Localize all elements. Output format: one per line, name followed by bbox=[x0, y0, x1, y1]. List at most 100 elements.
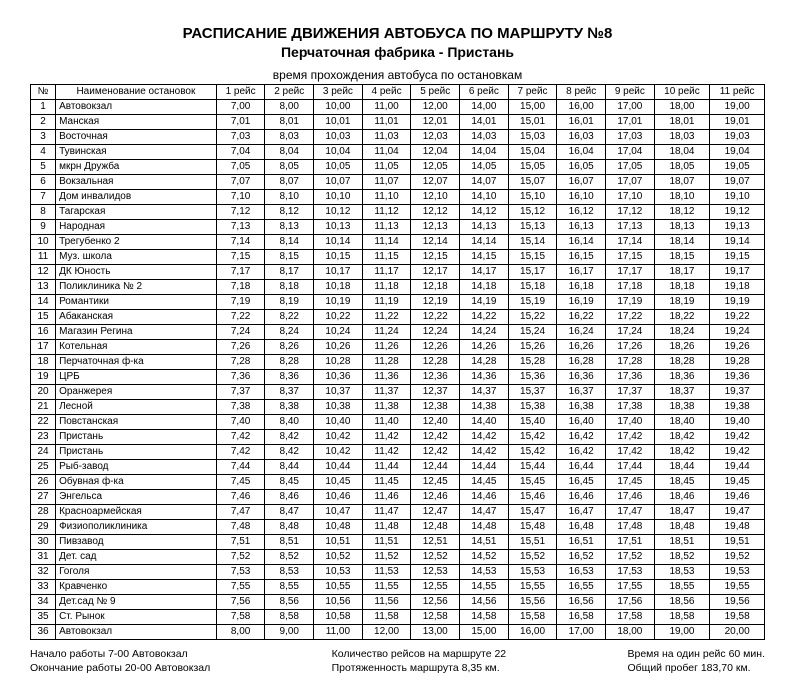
cell-time: 15,38 bbox=[508, 400, 557, 415]
cell-time: 19,14 bbox=[710, 235, 765, 250]
cell-time: 18,36 bbox=[654, 370, 710, 385]
cell-time: 7,01 bbox=[216, 115, 265, 130]
cell-time: 8,13 bbox=[265, 220, 314, 235]
cell-time: 10,10 bbox=[314, 190, 363, 205]
cell-time: 7,28 bbox=[216, 355, 265, 370]
cell-time: 17,26 bbox=[606, 340, 655, 355]
table-row: 33Кравченко7,558,5510,5511,5512,5514,551… bbox=[31, 580, 765, 595]
cell-time: 17,14 bbox=[606, 235, 655, 250]
cell-time: 12,44 bbox=[411, 460, 460, 475]
cell-time: 18,45 bbox=[654, 475, 710, 490]
cell-time: 11,17 bbox=[362, 265, 411, 280]
cell-time: 7,18 bbox=[216, 280, 265, 295]
cell-time: 11,12 bbox=[362, 205, 411, 220]
cell-time: 16,03 bbox=[557, 130, 606, 145]
cell-time: 19,36 bbox=[710, 370, 765, 385]
table-row: 28Красноармейская7,478,4710,4711,4712,47… bbox=[31, 505, 765, 520]
cell-num: 20 bbox=[31, 385, 56, 400]
cell-time: 17,38 bbox=[606, 400, 655, 415]
cell-time: 14,28 bbox=[460, 355, 509, 370]
cell-num: 36 bbox=[31, 625, 56, 640]
table-row: 6Вокзальная7,078,0710,0711,0712,0714,071… bbox=[31, 175, 765, 190]
cell-time: 8,56 bbox=[265, 595, 314, 610]
cell-time: 19,38 bbox=[710, 400, 765, 415]
cell-time: 15,55 bbox=[508, 580, 557, 595]
cell-time: 8,40 bbox=[265, 415, 314, 430]
cell-time: 15,47 bbox=[508, 505, 557, 520]
cell-time: 16,00 bbox=[557, 100, 606, 115]
cell-num: 28 bbox=[31, 505, 56, 520]
cell-time: 16,42 bbox=[557, 445, 606, 460]
cell-time: 14,37 bbox=[460, 385, 509, 400]
cell-time: 15,15 bbox=[508, 250, 557, 265]
cell-time: 16,07 bbox=[557, 175, 606, 190]
cell-time: 16,00 bbox=[508, 625, 557, 640]
cell-time: 17,56 bbox=[606, 595, 655, 610]
cell-stop: Пивзавод bbox=[56, 535, 217, 550]
cell-time: 12,17 bbox=[411, 265, 460, 280]
cell-time: 8,01 bbox=[265, 115, 314, 130]
cell-time: 19,10 bbox=[710, 190, 765, 205]
cell-time: 7,17 bbox=[216, 265, 265, 280]
cell-time: 7,42 bbox=[216, 430, 265, 445]
cell-time: 18,26 bbox=[654, 340, 710, 355]
cell-num: 11 bbox=[31, 250, 56, 265]
cell-time: 10,01 bbox=[314, 115, 363, 130]
cell-time: 15,52 bbox=[508, 550, 557, 565]
table-row: 21Лесной7,388,3810,3811,3812,3814,3815,3… bbox=[31, 400, 765, 415]
cell-time: 18,07 bbox=[654, 175, 710, 190]
cell-time: 7,42 bbox=[216, 445, 265, 460]
cell-time: 18,40 bbox=[654, 415, 710, 430]
cell-time: 11,00 bbox=[314, 625, 363, 640]
cell-time: 14,18 bbox=[460, 280, 509, 295]
table-row: 22Повстанская7,408,4010,4011,4012,4014,4… bbox=[31, 415, 765, 430]
cell-time: 15,45 bbox=[508, 475, 557, 490]
cell-time: 10,42 bbox=[314, 445, 363, 460]
cell-time: 17,03 bbox=[606, 130, 655, 145]
cell-time: 18,00 bbox=[654, 100, 710, 115]
cell-time: 8,10 bbox=[265, 190, 314, 205]
cell-time: 16,52 bbox=[557, 550, 606, 565]
cell-num: 15 bbox=[31, 310, 56, 325]
cell-time: 7,24 bbox=[216, 325, 265, 340]
cell-time: 16,38 bbox=[557, 400, 606, 415]
cell-time: 8,42 bbox=[265, 445, 314, 460]
cell-time: 11,10 bbox=[362, 190, 411, 205]
cell-stop: Восточная bbox=[56, 130, 217, 145]
cell-num: 29 bbox=[31, 520, 56, 535]
cell-time: 14,03 bbox=[460, 130, 509, 145]
cell-time: 17,04 bbox=[606, 145, 655, 160]
cell-stop: Пристань bbox=[56, 445, 217, 460]
cell-time: 10,14 bbox=[314, 235, 363, 250]
cell-time: 16,13 bbox=[557, 220, 606, 235]
cell-time: 16,05 bbox=[557, 160, 606, 175]
cell-time: 18,18 bbox=[654, 280, 710, 295]
table-row: 18Перчаточная ф-ка7,288,2810,2811,2812,2… bbox=[31, 355, 765, 370]
cell-time: 15,05 bbox=[508, 160, 557, 175]
table-row: 32Гоголя7,538,5310,5311,5312,5314,5315,5… bbox=[31, 565, 765, 580]
cell-time: 7,05 bbox=[216, 160, 265, 175]
cell-time: 15,17 bbox=[508, 265, 557, 280]
cell-time: 17,37 bbox=[606, 385, 655, 400]
cell-time: 10,55 bbox=[314, 580, 363, 595]
cell-time: 19,51 bbox=[710, 535, 765, 550]
cell-stop: Физиополиклиника bbox=[56, 520, 217, 535]
cell-time: 19,01 bbox=[710, 115, 765, 130]
cell-time: 19,56 bbox=[710, 595, 765, 610]
cell-time: 11,42 bbox=[362, 430, 411, 445]
table-row: 7Дом инвалидов7,108,1010,1011,1012,1014,… bbox=[31, 190, 765, 205]
cell-time: 7,53 bbox=[216, 565, 265, 580]
cell-stop: ЦРБ bbox=[56, 370, 217, 385]
table-row: 16Магазин Регина7,248,2410,2411,2412,241… bbox=[31, 325, 765, 340]
cell-time: 8,26 bbox=[265, 340, 314, 355]
cell-time: 10,03 bbox=[314, 130, 363, 145]
cell-time: 10,56 bbox=[314, 595, 363, 610]
cell-time: 8,14 bbox=[265, 235, 314, 250]
cell-time: 16,36 bbox=[557, 370, 606, 385]
cell-time: 8,04 bbox=[265, 145, 314, 160]
cell-time: 18,00 bbox=[606, 625, 655, 640]
cell-time: 14,42 bbox=[460, 430, 509, 445]
cell-time: 10,17 bbox=[314, 265, 363, 280]
cell-time: 16,12 bbox=[557, 205, 606, 220]
cell-time: 10,58 bbox=[314, 610, 363, 625]
